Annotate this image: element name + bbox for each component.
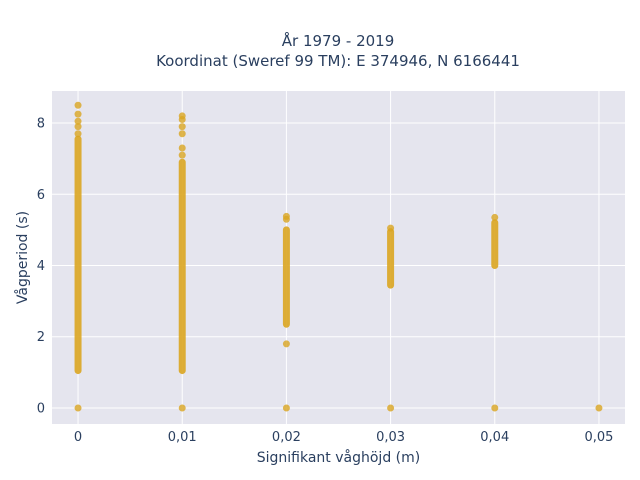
data-point	[282, 404, 290, 412]
y-tick-label: 0	[37, 401, 45, 416]
x-axis-title: Signifikant våghöjd (m)	[257, 449, 420, 466]
data-point	[74, 404, 82, 412]
chart-title-line-1: År 1979 - 2019	[282, 31, 395, 50]
data-point	[387, 224, 395, 232]
data-point	[178, 123, 186, 131]
data-point	[74, 110, 82, 118]
data-point	[178, 144, 186, 152]
x-tick-label: 0,03	[376, 430, 405, 445]
x-tick-label: 0	[74, 430, 82, 445]
data-point-cluster	[387, 228, 395, 289]
x-tick-label: 0,01	[168, 430, 197, 445]
data-point-cluster	[178, 158, 186, 375]
plot-area	[52, 91, 625, 424]
data-point	[595, 404, 603, 412]
y-tick-label: 6	[37, 188, 45, 203]
data-point	[74, 130, 82, 138]
data-point-cluster	[74, 135, 82, 375]
x-tick-label: 0,05	[584, 430, 613, 445]
data-point	[178, 130, 186, 138]
data-point	[282, 212, 290, 220]
data-point	[178, 151, 186, 159]
data-point	[491, 404, 499, 412]
y-tick-label: 8	[37, 117, 45, 132]
y-axis-title: Vågperiod (s)	[14, 211, 31, 304]
data-point	[74, 117, 82, 125]
data-point	[491, 213, 499, 221]
data-point	[178, 404, 186, 412]
data-point	[387, 404, 395, 412]
data-point	[282, 340, 290, 348]
chart-title-line-2: Koordinat (Sweref 99 TM): E 374946, N 61…	[156, 52, 520, 70]
tick-labels: 0 2 4 6 8 0 0,01 0,02 0,03 0,04 0,05	[37, 117, 614, 445]
y-tick-label: 4	[37, 259, 45, 274]
data-point-cluster	[282, 226, 290, 328]
data-point	[74, 101, 82, 109]
data-point	[74, 123, 82, 131]
x-tick-label: 0,02	[272, 430, 301, 445]
x-tick-label: 0,04	[480, 430, 509, 445]
data-point	[178, 112, 186, 120]
data-points	[74, 101, 603, 412]
y-tick-label: 2	[37, 330, 45, 345]
data-point-cluster	[491, 219, 499, 270]
